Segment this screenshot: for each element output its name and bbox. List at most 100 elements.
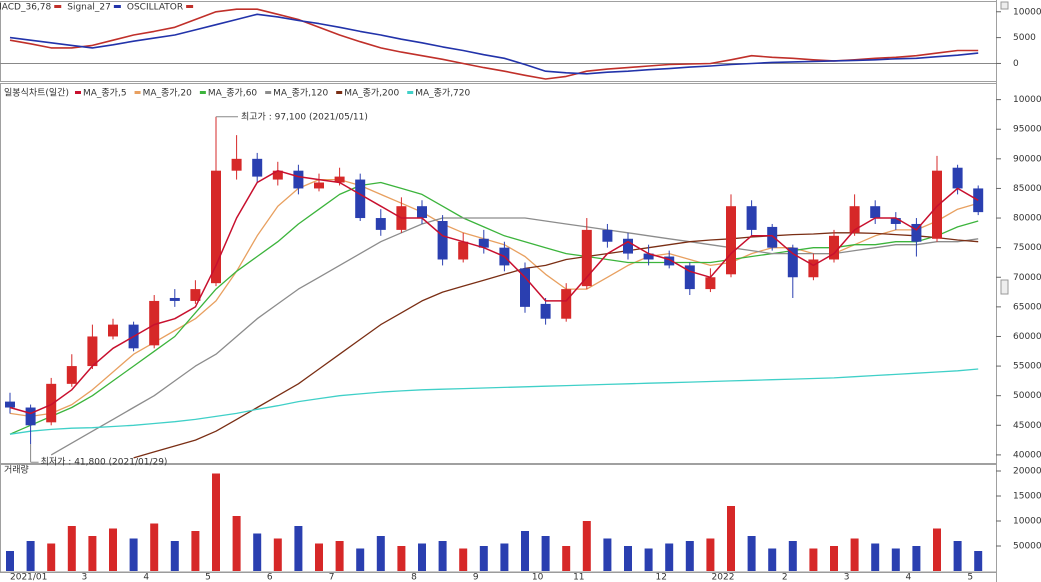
legend-label: MA_종가,20 (143, 88, 193, 99)
macd-plot (0, 8, 996, 80)
volume-bar (294, 526, 303, 571)
candle-body (684, 265, 695, 290)
volume-bar (6, 551, 14, 571)
candle-body (211, 170, 221, 284)
x-tick-label: 2021/01 (10, 573, 47, 582)
volume-bar (191, 531, 200, 571)
candle-body (705, 277, 716, 290)
candle-body (46, 383, 57, 423)
legend-swatch (336, 91, 343, 94)
candle-body (787, 247, 798, 278)
y-tick-label: 150000 (1013, 492, 1041, 502)
legend-swatch (54, 5, 62, 8)
y-tick-label: 50000 (1013, 542, 1041, 552)
volume-bar (603, 538, 612, 571)
x-tick-label: 12 (655, 573, 666, 582)
volume-bar (871, 543, 880, 571)
volume-bar (891, 548, 900, 571)
candle-body (890, 218, 901, 224)
series-line (9, 169, 979, 415)
y-tick-label: 200000 (1013, 467, 1041, 477)
volume-bar (397, 546, 406, 571)
series-line (9, 181, 979, 435)
candle-body (417, 206, 427, 219)
candle-body (5, 401, 15, 408)
x-tick-label: 2022 (712, 573, 735, 582)
candle-body (108, 324, 118, 337)
candle-body (808, 259, 819, 278)
candle-body (746, 206, 757, 230)
volume-bar (974, 551, 983, 571)
volume-bar (212, 473, 220, 571)
x-tick-label: 5 (205, 573, 211, 582)
volume-bar (170, 541, 179, 571)
chart-title: 일봉식차트(일간) (4, 87, 69, 99)
candle-body (829, 235, 839, 260)
candle-body (334, 176, 345, 183)
candle-body (602, 229, 613, 242)
legend-label: MACD_36,78 (0, 3, 52, 13)
scroll-button[interactable] (1000, 279, 1009, 295)
y-tick-label: 60000 (1013, 332, 1041, 342)
legend-label: Signal_27 (67, 3, 111, 13)
chart-title: 거래량 (4, 464, 29, 476)
candle-body (87, 336, 98, 367)
candle-body (932, 170, 942, 239)
volume-bar (88, 536, 97, 571)
y-tick-label: 95000 (1013, 125, 1041, 135)
y-tick-label: 70000 (1013, 273, 1041, 283)
volume-bar (376, 536, 385, 571)
legend-label: OSCILLATOR (127, 3, 183, 13)
volume-bar (150, 523, 159, 571)
candle-body (870, 206, 881, 219)
y-tick-label: 0 (1013, 59, 1019, 69)
series-line (133, 232, 979, 459)
y-tick-label: 40000 (1013, 450, 1041, 460)
y-tick-label: 50000 (1013, 391, 1041, 401)
annotation: 최고가 : 97,100 (2021/05/11) (241, 111, 368, 122)
volume-bar (521, 531, 529, 571)
volume-bar (665, 543, 674, 571)
volume-bar (933, 528, 941, 571)
volume-bar (273, 538, 282, 571)
x-tick-label: 4 (143, 573, 149, 582)
volume-bar (541, 536, 550, 571)
x-tick-label: 8 (411, 573, 417, 582)
legend-swatch (134, 91, 141, 94)
x-tick-label: 5 (967, 573, 973, 582)
candle-body (849, 206, 860, 233)
volume-bar (644, 548, 653, 571)
candle-body (911, 223, 922, 242)
candle-body (355, 179, 366, 219)
y-tick-label: 45000 (1013, 421, 1041, 431)
volume-bar (830, 546, 838, 571)
candle-body (623, 238, 633, 254)
volume-bar (912, 546, 921, 571)
y-tick-label: 55000 (1013, 362, 1041, 372)
candle-body (952, 167, 963, 189)
legend-swatch (74, 91, 81, 94)
volume-bar (232, 516, 241, 571)
candle-body (726, 206, 736, 275)
y-tick-label: 5000 (1013, 33, 1036, 43)
price-plot (5, 116, 984, 459)
volume-bar (562, 546, 571, 571)
volume-bar (459, 548, 468, 571)
candle-body (66, 366, 77, 384)
candle-body (272, 170, 283, 180)
y-tick-label: 100000 (1013, 95, 1041, 105)
candle-body (664, 256, 675, 266)
volume-bar (129, 538, 138, 571)
legend-swatch (186, 5, 194, 8)
candle-body (149, 300, 160, 346)
candle-body (25, 407, 36, 426)
y-tick-label: 90000 (1013, 154, 1041, 164)
candle-body (293, 170, 304, 189)
series-line (9, 8, 979, 80)
scroll-button[interactable] (1000, 1, 1009, 10)
volume-bar (582, 521, 591, 571)
legend-swatch (113, 5, 121, 8)
legend-swatch (407, 91, 414, 94)
x-tick-label: 11 (573, 573, 584, 582)
